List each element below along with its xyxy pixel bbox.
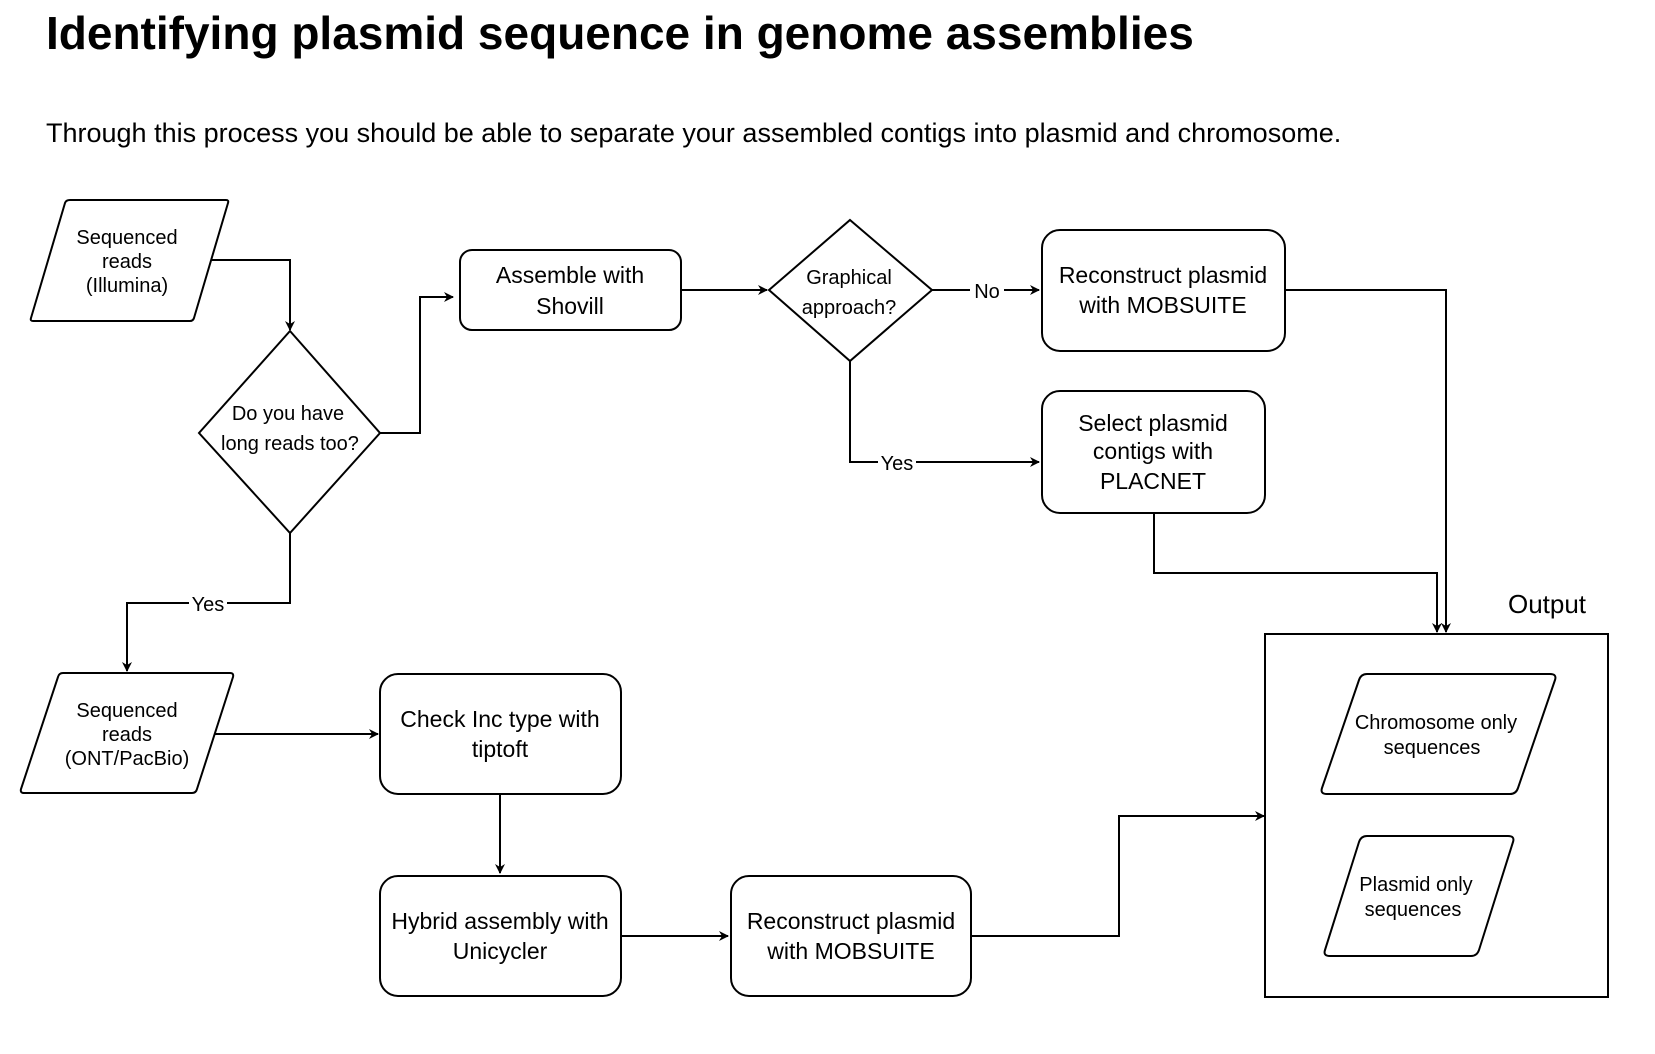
edge-illumina-to-long-reads-decision	[203, 259, 295, 331]
node-reads-illumina-line-1: Sequenced	[76, 227, 177, 249]
node-reads-ont-line-3: (ONT/PacBio)	[65, 748, 189, 770]
node-unicycler: Hybrid assembly with Unicycler	[379, 875, 622, 997]
node-graphical-decision-line-2: approach?	[802, 297, 897, 319]
page-subtitle: Through this process you should be able …	[46, 118, 1342, 148]
node-placnet-line-2: contigs with	[1093, 438, 1213, 464]
node-reads-ont: Sequenced reads (ONT/PacBio)	[19, 672, 235, 794]
node-long-reads-decision-line-1: Do you have	[232, 403, 344, 425]
node-assemble-shovill-line-2: Shovill	[536, 293, 604, 319]
edge-mobsuite-bottom-to-output	[971, 811, 1265, 937]
node-plasmid-only-line-2: sequences	[1365, 899, 1462, 921]
node-reads-illumina-line-2: reads	[102, 251, 152, 273]
edge-placnet-to-output	[1153, 513, 1442, 633]
node-placnet: Select plasmid contigs with PLACNET	[1041, 390, 1266, 514]
node-long-reads-decision: Do you have long reads too?	[197, 329, 382, 535]
node-tiptoft-line-1: Check Inc type with	[400, 706, 599, 732]
node-mobsuite-bottom-line-2: with MOBSUITE	[766, 938, 934, 964]
node-placnet-line-1: Select plasmid	[1078, 410, 1228, 436]
node-tiptoft: Check Inc type with tiptoft	[379, 673, 622, 795]
node-plasmid-only: Plasmid only sequences	[1323, 835, 1515, 957]
output-title: Output	[1508, 589, 1587, 619]
node-chromosome-only: Chromosome only sequences	[1320, 673, 1557, 795]
edge-graphical-decision-to-placnet	[849, 361, 1040, 467]
edge-label-yes-graphical: Yes	[881, 453, 914, 475]
edges	[122, 259, 1451, 941]
edge-label-no: No	[974, 281, 1000, 303]
edge-label-yes-long-reads: Yes	[192, 594, 225, 616]
node-graphical-decision-line-1: Graphical	[806, 267, 892, 289]
node-chromosome-only-line-2: sequences	[1384, 737, 1481, 759]
node-reads-illumina-line-3: (Illumina)	[86, 275, 168, 297]
node-reads-illumina: Sequenced reads (Illumina)	[29, 199, 230, 322]
edge-mobsuite-top-to-output	[1285, 289, 1451, 633]
node-mobsuite-bottom-line-1: Reconstruct plasmid	[747, 908, 955, 934]
node-mobsuite-bottom: Reconstruct plasmid with MOBSUITE	[730, 875, 972, 997]
edge-long-reads-decision-to-shovill	[380, 292, 454, 434]
node-long-reads-decision-line-2: long reads too?	[221, 433, 359, 455]
node-mobsuite-top-line-1: Reconstruct plasmid	[1059, 262, 1267, 288]
output-container: Output Chromosome only sequences Plasmid…	[1264, 589, 1609, 998]
node-mobsuite-top: Reconstruct plasmid with MOBSUITE	[1041, 229, 1286, 352]
node-chromosome-only-line-1: Chromosome only	[1355, 712, 1517, 734]
node-assemble-shovill: Assemble with Shovill	[459, 249, 682, 331]
node-tiptoft-line-2: tiptoft	[472, 736, 529, 762]
node-mobsuite-top-line-2: with MOBSUITE	[1078, 292, 1246, 318]
node-assemble-shovill-line-1: Assemble with	[496, 262, 644, 288]
node-unicycler-line-2: Unicycler	[453, 938, 548, 964]
node-reads-ont-line-1: Sequenced	[76, 700, 177, 722]
node-placnet-line-3: PLACNET	[1100, 468, 1206, 494]
node-plasmid-only-line-1: Plasmid only	[1359, 874, 1472, 896]
page-title: Identifying plasmid sequence in genome a…	[46, 7, 1194, 59]
node-unicycler-line-1: Hybrid assembly with	[391, 908, 608, 934]
node-graphical-decision: Graphical approach?	[767, 218, 934, 363]
node-reads-ont-line-2: reads	[102, 724, 152, 746]
